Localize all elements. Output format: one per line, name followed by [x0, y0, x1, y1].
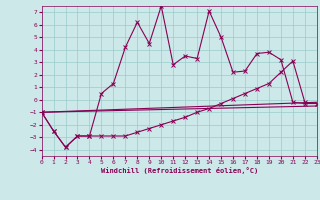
X-axis label: Windchill (Refroidissement éolien,°C): Windchill (Refroidissement éolien,°C)	[100, 167, 258, 174]
